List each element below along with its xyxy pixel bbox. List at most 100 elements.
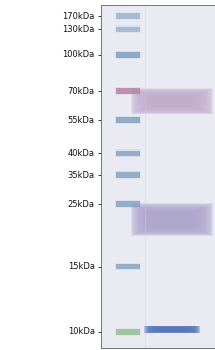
Bar [138,91,206,111]
Bar [115,149,141,158]
Bar [169,5,173,348]
Bar [185,5,188,348]
Bar [115,13,141,20]
Bar [150,96,194,107]
Bar [137,91,207,112]
Bar [156,328,188,331]
Text: 70kDa: 70kDa [68,86,95,96]
Bar [144,93,200,109]
Bar [116,52,140,58]
Bar [132,204,212,235]
Bar [157,328,187,331]
Bar [115,51,141,59]
Bar [150,5,154,348]
Bar [148,95,196,108]
Bar [149,327,195,332]
Bar [157,328,187,331]
Bar [134,205,210,234]
Bar [200,5,204,348]
Bar [177,5,181,348]
Bar [146,211,198,229]
Text: 10kDa: 10kDa [68,327,95,336]
Bar [115,26,141,33]
Bar [150,327,194,332]
Bar [115,86,141,96]
Bar [147,5,150,348]
Bar [148,326,196,332]
Bar [142,92,202,110]
Bar [101,5,215,348]
Bar [133,204,211,235]
Text: 25kDa: 25kDa [68,200,95,209]
Bar [150,212,194,227]
Bar [143,93,201,110]
Bar [149,95,195,107]
Bar [131,5,135,348]
Bar [116,5,120,348]
Bar [115,171,141,179]
Bar [112,5,116,348]
Bar [158,328,186,331]
Bar [115,116,141,124]
Bar [115,116,141,124]
Bar [144,326,200,333]
Bar [139,5,143,348]
Bar [115,263,141,271]
Bar [116,117,140,123]
Bar [116,27,140,32]
Bar [134,90,210,113]
Bar [146,326,198,333]
Bar [192,5,196,348]
Bar [207,5,211,348]
Bar [115,263,141,271]
Bar [131,89,213,114]
Bar [140,208,204,231]
Bar [115,13,141,20]
Bar [115,328,141,336]
Bar [124,5,128,348]
Bar [116,172,140,178]
Bar [146,94,198,108]
Text: 100kDa: 100kDa [62,50,95,60]
Bar [149,326,195,332]
Bar [109,5,112,348]
Text: 55kDa: 55kDa [68,116,95,125]
Bar [101,5,215,348]
Bar [154,327,190,331]
Bar [151,327,193,332]
Bar [149,212,195,227]
Bar [116,329,140,335]
Bar [115,26,141,33]
Bar [131,203,213,236]
Bar [152,327,192,332]
Bar [144,210,200,230]
Bar [101,5,105,348]
Bar [145,210,199,229]
Bar [166,5,169,348]
Bar [145,94,199,109]
Bar [188,5,192,348]
Bar [115,51,141,59]
Bar [153,327,191,332]
Bar [116,202,140,207]
Bar [143,209,201,230]
Bar [196,5,200,348]
Bar [116,264,140,270]
Bar [135,5,139,348]
Bar [115,201,141,208]
Bar [115,149,141,158]
Text: 170kDa: 170kDa [62,12,95,21]
Bar [173,5,177,348]
Bar [142,209,202,231]
Bar [115,328,141,336]
Text: 35kDa: 35kDa [68,170,95,180]
Bar [143,5,147,348]
Bar [147,326,197,333]
Bar [136,206,208,233]
Bar [154,5,158,348]
Text: 15kDa: 15kDa [68,262,95,271]
Bar [116,150,140,156]
Bar [181,5,185,348]
Bar [138,207,206,232]
Text: 40kDa: 40kDa [68,149,95,158]
